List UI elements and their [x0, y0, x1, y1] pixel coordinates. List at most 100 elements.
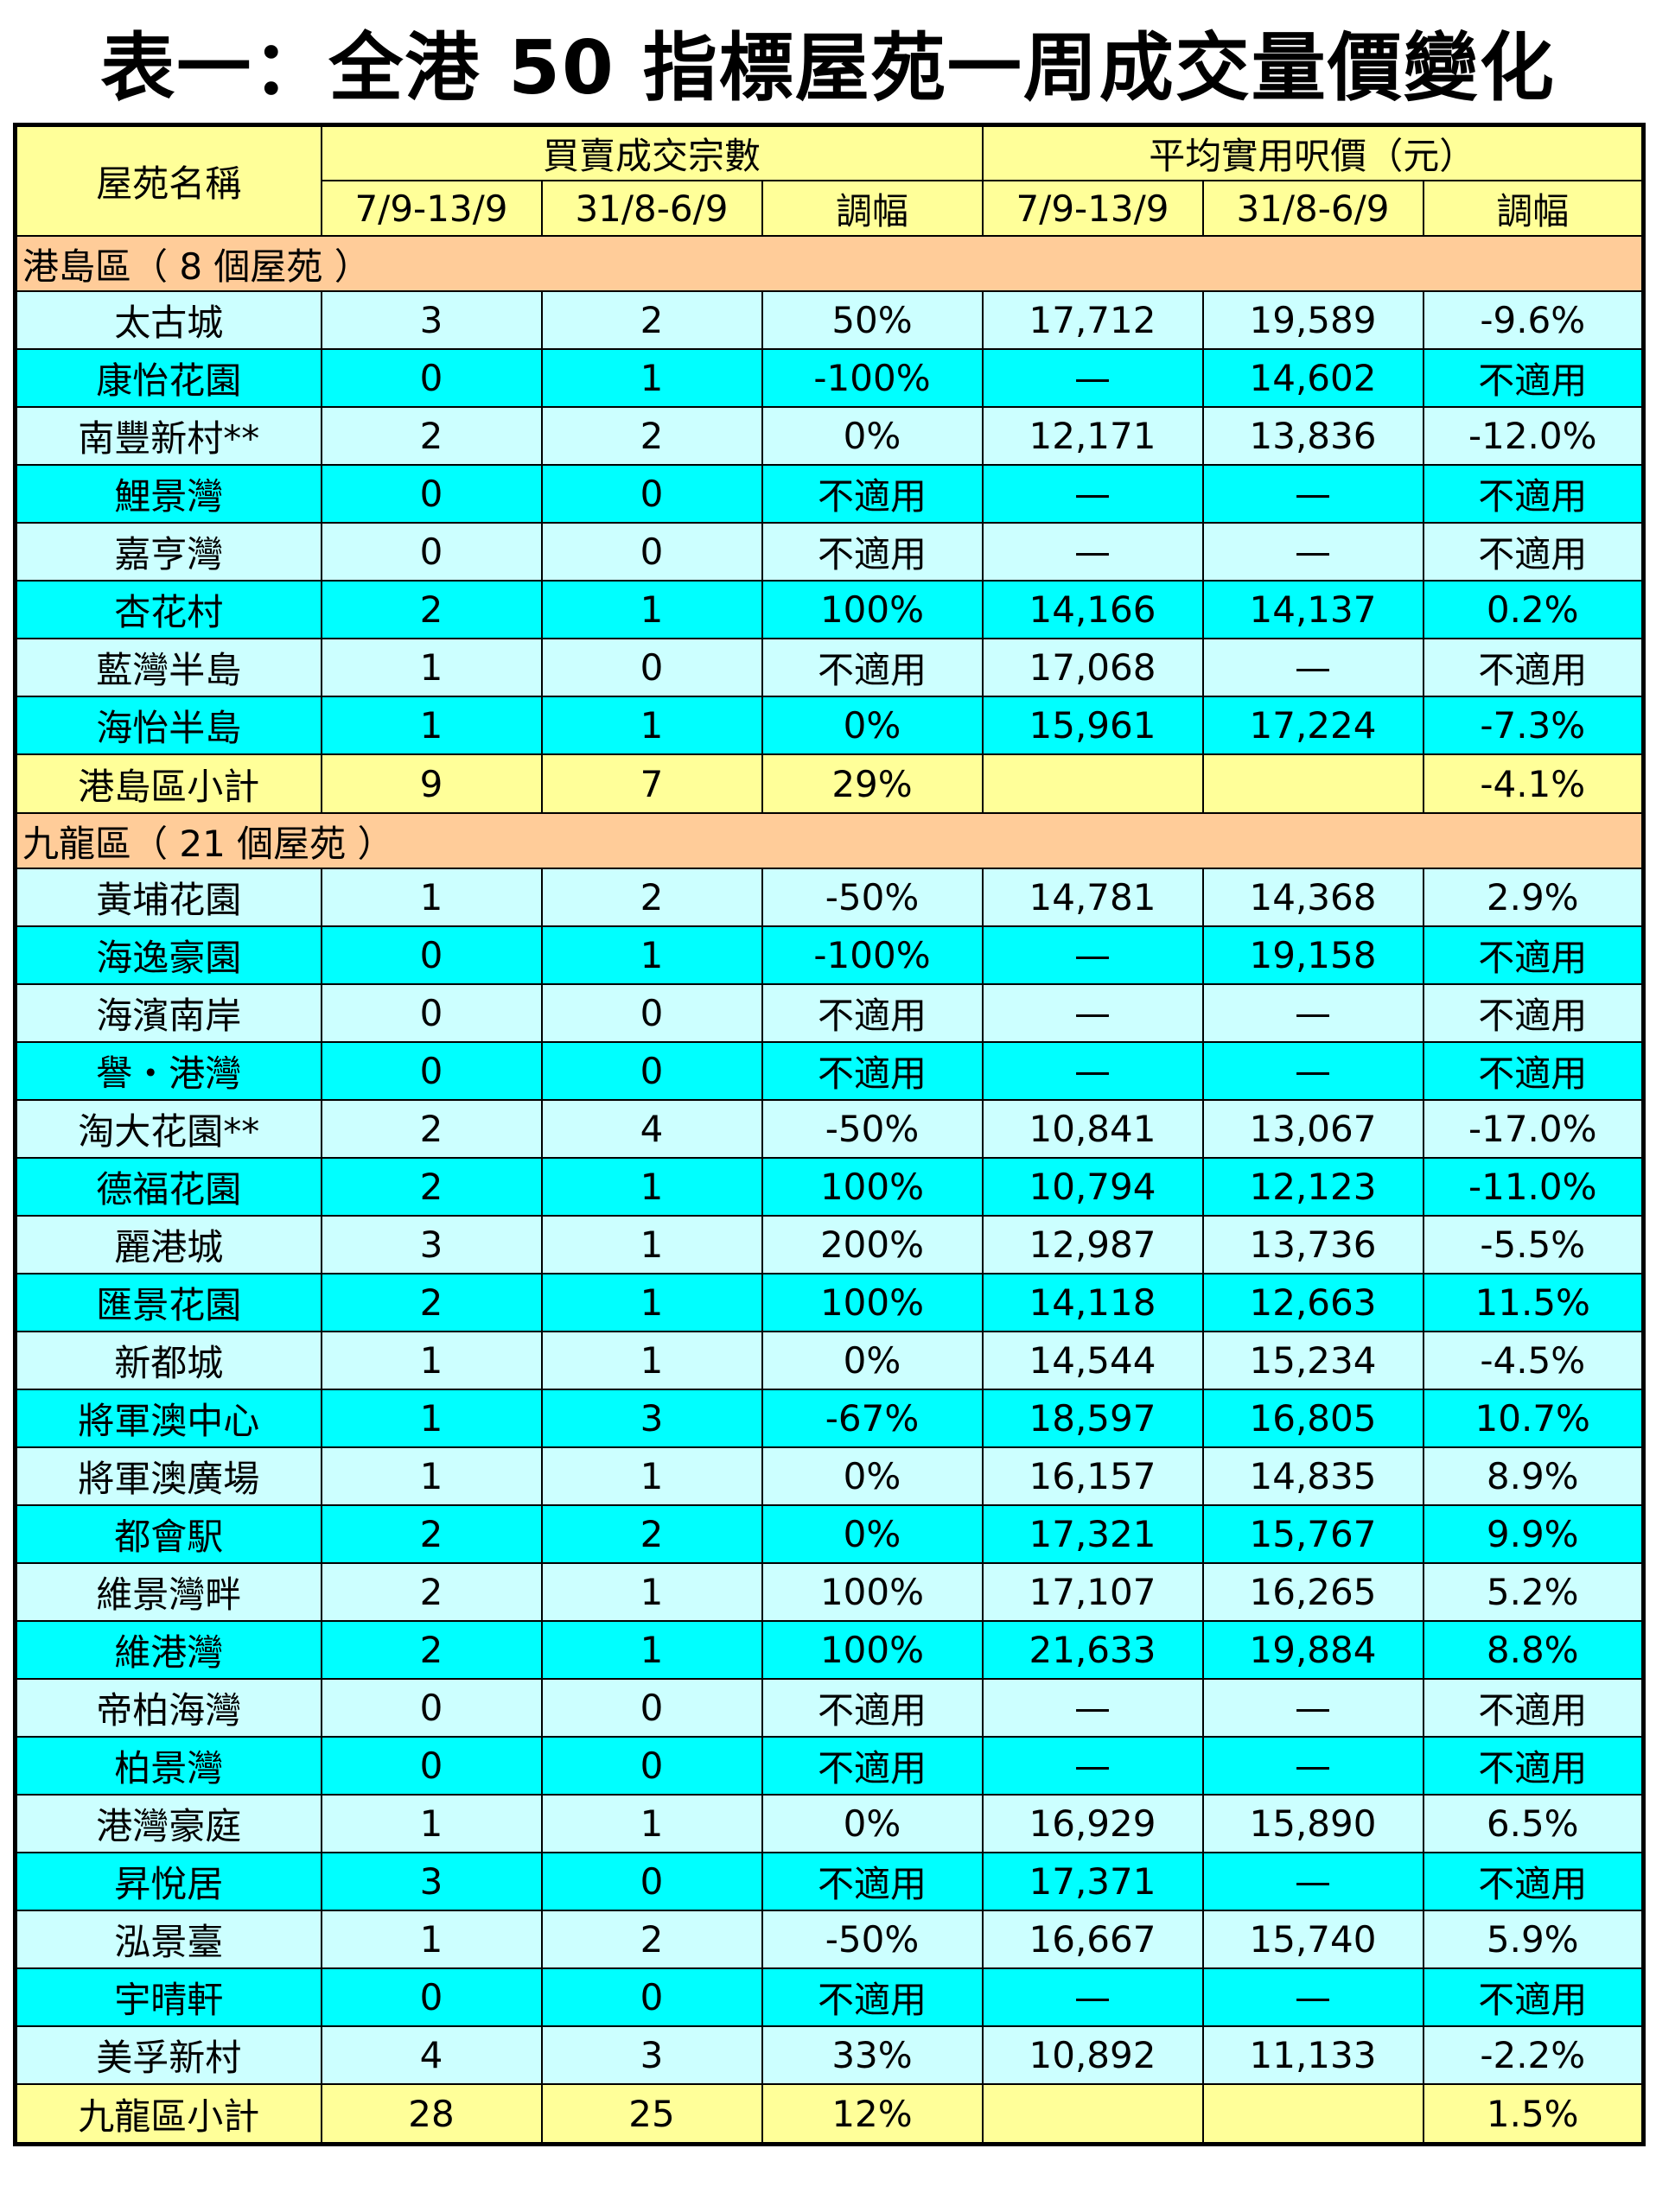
cell-price-change: 不適用	[1422, 1736, 1645, 1796]
table-row: 維港灣 2 1 100% 21,633 19,884 8.8%	[14, 1620, 1645, 1680]
header-price-previous: 31/8-6/9	[1201, 180, 1424, 237]
cell-price-change: 0.2%	[1422, 580, 1645, 639]
cell-price-change: -7.3%	[1422, 696, 1645, 755]
cell-transactions-previous: 4	[540, 1099, 763, 1159]
cell-price-change: 不適用	[1422, 1678, 1645, 1738]
cell-price-previous: 16,265	[1201, 1562, 1424, 1622]
table-row: 港灣豪庭 1 1 0% 16,929 15,890 6.5%	[14, 1794, 1645, 1853]
header-price-current: 7/9-13/9	[981, 180, 1204, 237]
cell-price-current: 17,321	[981, 1504, 1204, 1564]
cell-transactions-change: -50%	[761, 868, 984, 927]
table-row: 帝柏海灣 0 0 不適用 — — 不適用	[14, 1678, 1645, 1738]
cell-transactions-previous: 1	[540, 1157, 763, 1217]
table-row: 德福花園 2 1 100% 10,794 12,123 -11.0%	[14, 1157, 1645, 1217]
cell-price-change: 不適用	[1422, 522, 1645, 582]
cell-transactions-previous: 3	[540, 1389, 763, 1448]
cell-transactions-current: 2	[320, 1504, 543, 1564]
cell-price-previous: —	[1201, 464, 1424, 524]
cell-transactions-previous: 1	[540, 696, 763, 755]
cell-transactions-change: 0%	[761, 1504, 984, 1564]
table-row: 維景灣畔 2 1 100% 17,107 16,265 5.2%	[14, 1562, 1645, 1622]
cell-price-current: —	[981, 522, 1204, 582]
cell-transactions-previous: 2	[540, 1910, 763, 1969]
cell-price-change: 不適用	[1422, 1852, 1645, 1911]
cell-price-current: —	[981, 983, 1204, 1043]
cell-transactions-current: 0	[320, 983, 543, 1043]
cell-transactions-current: 3	[320, 1852, 543, 1911]
cell-price-current: —	[981, 464, 1204, 524]
cell-estate-name: 海逸豪園	[14, 925, 322, 985]
cell-estate-name: 黃埔花園	[14, 868, 322, 927]
cell-estate-name: 藍灣半島	[14, 638, 322, 697]
cell-transactions-change: -50%	[761, 1910, 984, 1969]
subtotal-transactions-current: 9	[320, 753, 543, 814]
cell-transactions-current: 3	[320, 1215, 543, 1274]
table-row: 美孚新村 4 3 33% 10,892 11,133 -2.2%	[14, 2025, 1645, 2085]
cell-transactions-change: 100%	[761, 580, 984, 639]
cell-transactions-current: 2	[320, 1562, 543, 1622]
cell-price-current: 14,166	[981, 580, 1204, 639]
cell-price-current: 14,118	[981, 1273, 1204, 1332]
cell-transactions-previous: 0	[540, 522, 763, 582]
cell-price-previous: 15,234	[1201, 1331, 1424, 1390]
section-heading: 九龍區（ 21 個屋苑 ）	[14, 812, 1645, 869]
table-row: 海濱南岸 0 0 不適用 — — 不適用	[14, 983, 1645, 1043]
cell-transactions-current: 0	[320, 1041, 543, 1101]
section-heading-row: 港島區（ 8 個屋苑 ）	[14, 235, 1645, 292]
cell-transactions-change: -67%	[761, 1389, 984, 1448]
cell-transactions-current: 1	[320, 1446, 543, 1506]
subtotal-estate-name: 九龍區小計	[14, 2083, 322, 2145]
table-row: 嘉亨灣 0 0 不適用 — — 不適用	[14, 522, 1645, 582]
cell-estate-name: 杏花村	[14, 580, 322, 639]
cell-transactions-previous: 1	[540, 1446, 763, 1506]
table-row: 麗港城 3 1 200% 12,987 13,736 -5.5%	[14, 1215, 1645, 1274]
subtotal-row: 九龍區小計 28 25 12% 1.5%	[14, 2083, 1645, 2145]
cell-price-previous: 13,067	[1201, 1099, 1424, 1159]
subtotal-transactions-current: 28	[320, 2083, 543, 2145]
cell-transactions-change: 100%	[761, 1620, 984, 1680]
cell-price-current: 16,929	[981, 1794, 1204, 1853]
cell-estate-name: 宇晴軒	[14, 1967, 322, 2027]
cell-price-previous: 15,740	[1201, 1910, 1424, 1969]
cell-estate-name: 將軍澳廣場	[14, 1446, 322, 1506]
header-transactions-previous: 31/8-6/9	[540, 180, 763, 237]
cell-price-current: 17,371	[981, 1852, 1204, 1911]
cell-transactions-current: 2	[320, 1099, 543, 1159]
cell-price-current: 16,667	[981, 1910, 1204, 1969]
cell-price-current: 17,107	[981, 1562, 1204, 1622]
table-row: 宇晴軒 0 0 不適用 — — 不適用	[14, 1967, 1645, 2027]
cell-estate-name: 南豐新村**	[14, 406, 322, 466]
cell-transactions-current: 1	[320, 638, 543, 697]
cell-transactions-change: 200%	[761, 1215, 984, 1274]
cell-price-previous: 14,835	[1201, 1446, 1424, 1506]
cell-price-previous: —	[1201, 983, 1424, 1043]
cell-transactions-previous: 0	[540, 983, 763, 1043]
cell-transactions-previous: 0	[540, 1967, 763, 2027]
cell-price-previous: 17,224	[1201, 696, 1424, 755]
cell-transactions-current: 4	[320, 2025, 543, 2085]
cell-transactions-change: 不適用	[761, 1041, 984, 1101]
cell-price-previous: —	[1201, 1967, 1424, 2027]
cell-transactions-change: 不適用	[761, 1852, 984, 1911]
cell-estate-name: 太古城	[14, 290, 322, 350]
cell-estate-name: 將軍澳中心	[14, 1389, 322, 1448]
cell-transactions-current: 2	[320, 406, 543, 466]
header-price-change: 調幅	[1422, 180, 1645, 237]
cell-price-previous: —	[1201, 638, 1424, 697]
subtotal-price-previous	[1201, 753, 1424, 814]
cell-estate-name: 海怡半島	[14, 696, 322, 755]
subtotal-price-previous	[1201, 2083, 1424, 2145]
cell-transactions-change: 0%	[761, 406, 984, 466]
cell-price-previous: 15,890	[1201, 1794, 1424, 1853]
cell-estate-name: 匯景花園	[14, 1273, 322, 1332]
cell-price-change: -17.0%	[1422, 1099, 1645, 1159]
table-row: 將軍澳廣場 1 1 0% 16,157 14,835 8.9%	[14, 1446, 1645, 1506]
cell-price-previous: 14,137	[1201, 580, 1424, 639]
table-row: 將軍澳中心 1 3 -67% 18,597 16,805 10.7%	[14, 1389, 1645, 1448]
transactions-table-container: 屋苑名稱 買賣成交宗數 平均實用呎價（元） 7/9-13/9 31/8-6/9 …	[13, 123, 1646, 2146]
cell-transactions-current: 2	[320, 1273, 543, 1332]
cell-price-change: 不適用	[1422, 638, 1645, 697]
cell-price-previous: 16,805	[1201, 1389, 1424, 1448]
cell-transactions-current: 2	[320, 580, 543, 639]
cell-price-previous: 14,602	[1201, 348, 1424, 408]
